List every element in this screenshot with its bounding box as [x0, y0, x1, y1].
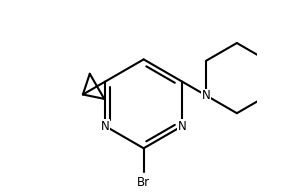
Text: N: N: [101, 120, 110, 132]
Text: Br: Br: [137, 176, 150, 189]
Text: N: N: [202, 89, 211, 102]
Text: N: N: [178, 120, 187, 132]
